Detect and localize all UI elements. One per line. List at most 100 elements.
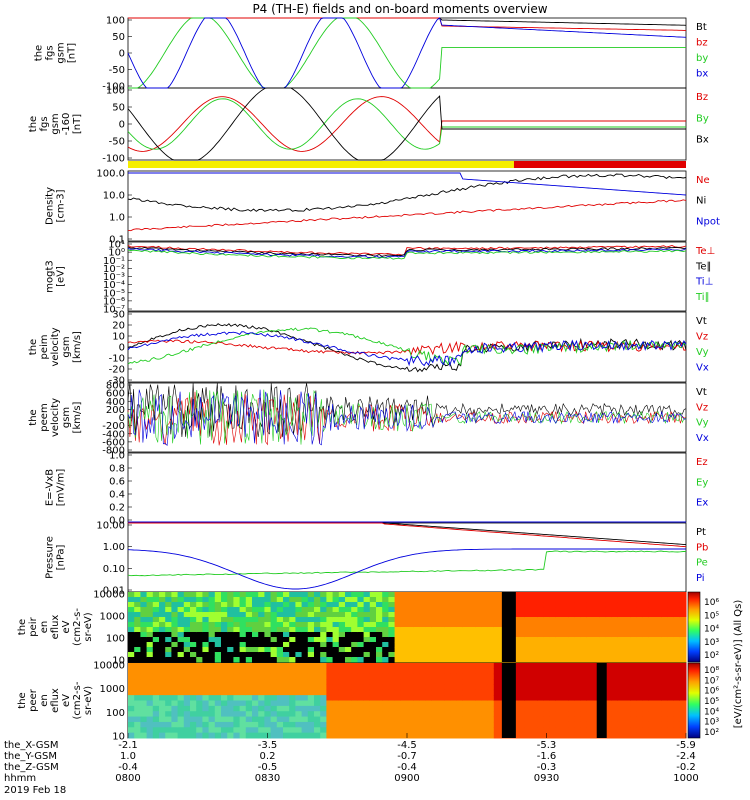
cell-peer_spectrogram-8-0 [177, 663, 185, 669]
cell-peer_spectrogram-26-1 [289, 668, 296, 675]
cell-peir_spectrogram-82-13 [636, 657, 644, 663]
cell-peer_spectrogram-14-1 [214, 668, 222, 675]
ylabel-peem_velocity-4: [km/s] [72, 401, 83, 433]
cell-peer_spectrogram-78-5 [611, 689, 619, 696]
cell-peer_spectrogram-78-2 [611, 673, 619, 680]
cell-peer_spectrogram-27-5 [295, 689, 303, 696]
cell-peer_spectrogram-89-1 [679, 668, 687, 675]
cell-peir_spectrogram-47-12 [419, 652, 427, 658]
cell-peir_spectrogram-31-13 [320, 657, 327, 663]
series-fgs_gsm-2 [128, 17, 686, 89]
cell-peer_spectrogram-2-1 [140, 668, 148, 675]
cell-peir_spectrogram-85-13 [655, 657, 662, 663]
cell-peir_spectrogram-45-12 [407, 652, 414, 658]
cell-peer_spectrogram-15-9 [221, 711, 228, 718]
cell-peer_spectrogram-84-3 [648, 679, 656, 685]
cell-peer_spectrogram-29-2 [307, 673, 315, 680]
cell-peir_spectrogram-13-3 [208, 607, 216, 613]
cell-peir_spectrogram-39-10 [369, 642, 377, 648]
ytick-efield-0: 1.0 [109, 451, 125, 462]
cell-peer_spectrogram-40-0 [376, 663, 383, 669]
cell-peir_spectrogram-88-13 [673, 657, 681, 663]
cell-peir_spectrogram-50-0 [438, 592, 445, 598]
cell-peir_spectrogram-45-6 [407, 622, 414, 628]
cell-peir_spectrogram-30-7 [314, 627, 321, 633]
cell-peer_spectrogram-13-4 [208, 684, 216, 691]
cell-peer_spectrogram-18-5 [239, 689, 247, 696]
cell-peir_spectrogram-88-11 [673, 647, 681, 653]
cell-peir_spectrogram-10-8 [190, 632, 197, 638]
cell-peer_spectrogram-13-11 [208, 721, 216, 728]
cell-peer_spectrogram-51-1 [444, 668, 451, 675]
cell-peer_spectrogram-41-5 [382, 689, 389, 696]
cell-peer_spectrogram-70-2 [562, 673, 569, 680]
cell-peir_spectrogram-43-5 [394, 617, 402, 623]
cell-peir_spectrogram-25-13 [283, 657, 290, 663]
cell-peer_spectrogram-78-7 [611, 700, 619, 707]
cell-peer_spectrogram-4-0 [152, 663, 160, 669]
cell-peer_spectrogram-46-11 [413, 721, 420, 728]
cell-peer_spectrogram-7-8 [171, 705, 179, 712]
cell-peir_spectrogram-72-6 [574, 622, 582, 628]
cell-peir_spectrogram-18-2 [239, 602, 247, 608]
cell-peir_spectrogram-76-13 [599, 657, 606, 663]
cell-peer_spectrogram-2-6 [140, 695, 148, 701]
cell-peer_spectrogram-87-6 [667, 695, 675, 701]
cell-peer_spectrogram-84-8 [648, 705, 656, 712]
cell-peir_spectrogram-51-1 [444, 597, 451, 603]
cell-peir_spectrogram-33-2 [332, 602, 340, 608]
cell-peir_spectrogram-89-8 [679, 632, 687, 638]
cell-peir_spectrogram-89-6 [679, 622, 687, 628]
cell-peir_spectrogram-86-8 [661, 632, 668, 638]
ylabel-density-0: Density [45, 187, 56, 225]
cell-peir_spectrogram-47-5 [419, 617, 427, 623]
cell-peir_spectrogram-45-9 [407, 637, 414, 643]
cell-peir_spectrogram-72-5 [574, 617, 582, 623]
cell-peer_spectrogram-56-0 [475, 663, 482, 669]
cell-peir_spectrogram-81-6 [630, 622, 637, 628]
cell-peir_spectrogram-75-10 [593, 642, 600, 648]
cell-peir_spectrogram-88-9 [673, 637, 681, 643]
cell-peer_spectrogram-30-12 [314, 727, 321, 734]
cell-peir_spectrogram-49-2 [431, 602, 439, 608]
cell-peer_spectrogram-51-12 [444, 727, 451, 734]
cell-peir_spectrogram-49-3 [431, 607, 439, 613]
cell-peer_spectrogram-7-1 [171, 668, 179, 675]
ytick-fgs_gsm-2: 0 [119, 49, 125, 60]
cell-peer_spectrogram-41-10 [382, 716, 389, 723]
cell-peer_spectrogram-72-1 [574, 668, 582, 675]
cell-peir_spectrogram-39-11 [369, 647, 377, 653]
cell-peer_spectrogram-11-5 [196, 689, 203, 696]
cell-peir_spectrogram-49-13 [431, 657, 439, 663]
cell-peer_spectrogram-77-8 [605, 705, 613, 712]
cell-peer_spectrogram-68-11 [549, 721, 557, 728]
cell-peer_spectrogram-89-4 [679, 684, 687, 691]
cell-peir_spectrogram-55-1 [469, 597, 476, 603]
cell-peer_spectrogram-68-13 [549, 732, 557, 739]
cell-peir_spectrogram-48-9 [425, 637, 433, 643]
cell-peer_spectrogram-85-12 [655, 727, 662, 734]
cell-peir_spectrogram-10-7 [190, 627, 197, 633]
cell-peer_spectrogram-50-9 [438, 711, 445, 718]
cell-peir_spectrogram-5-4 [159, 612, 166, 618]
cell-peer_spectrogram-24-12 [276, 727, 284, 734]
cell-peer_spectrogram-64-9 [524, 711, 532, 718]
cell-peer_spectrogram-64-12 [524, 727, 532, 734]
cell-peer_spectrogram-7-11 [171, 721, 179, 728]
cell-peer_spectrogram-39-0 [369, 663, 377, 669]
cell-peir_spectrogram-78-7 [611, 627, 619, 633]
legend-peem_velocity-1: Vz [696, 402, 708, 413]
legend-density-2: Npot [696, 216, 720, 227]
cell-peer_spectrogram-27-12 [295, 727, 303, 734]
cell-peer_spectrogram-40-8 [376, 705, 383, 712]
cell-peir_spectrogram-89-12 [679, 652, 687, 658]
cell-peer_spectrogram-81-4 [630, 684, 637, 691]
cell-peir_spectrogram-28-9 [301, 637, 309, 643]
cell-peir_spectrogram-50-1 [438, 597, 445, 603]
ytick-peim_velocity-4: -10 [109, 354, 125, 365]
cell-peir_spectrogram-86-10 [661, 642, 668, 648]
cell-peer_spectrogram-33-2 [332, 673, 340, 680]
cell-peer_spectrogram-47-12 [419, 727, 427, 734]
cell-peer_spectrogram-66-3 [537, 679, 544, 685]
cell-peer_spectrogram-8-10 [177, 716, 185, 723]
